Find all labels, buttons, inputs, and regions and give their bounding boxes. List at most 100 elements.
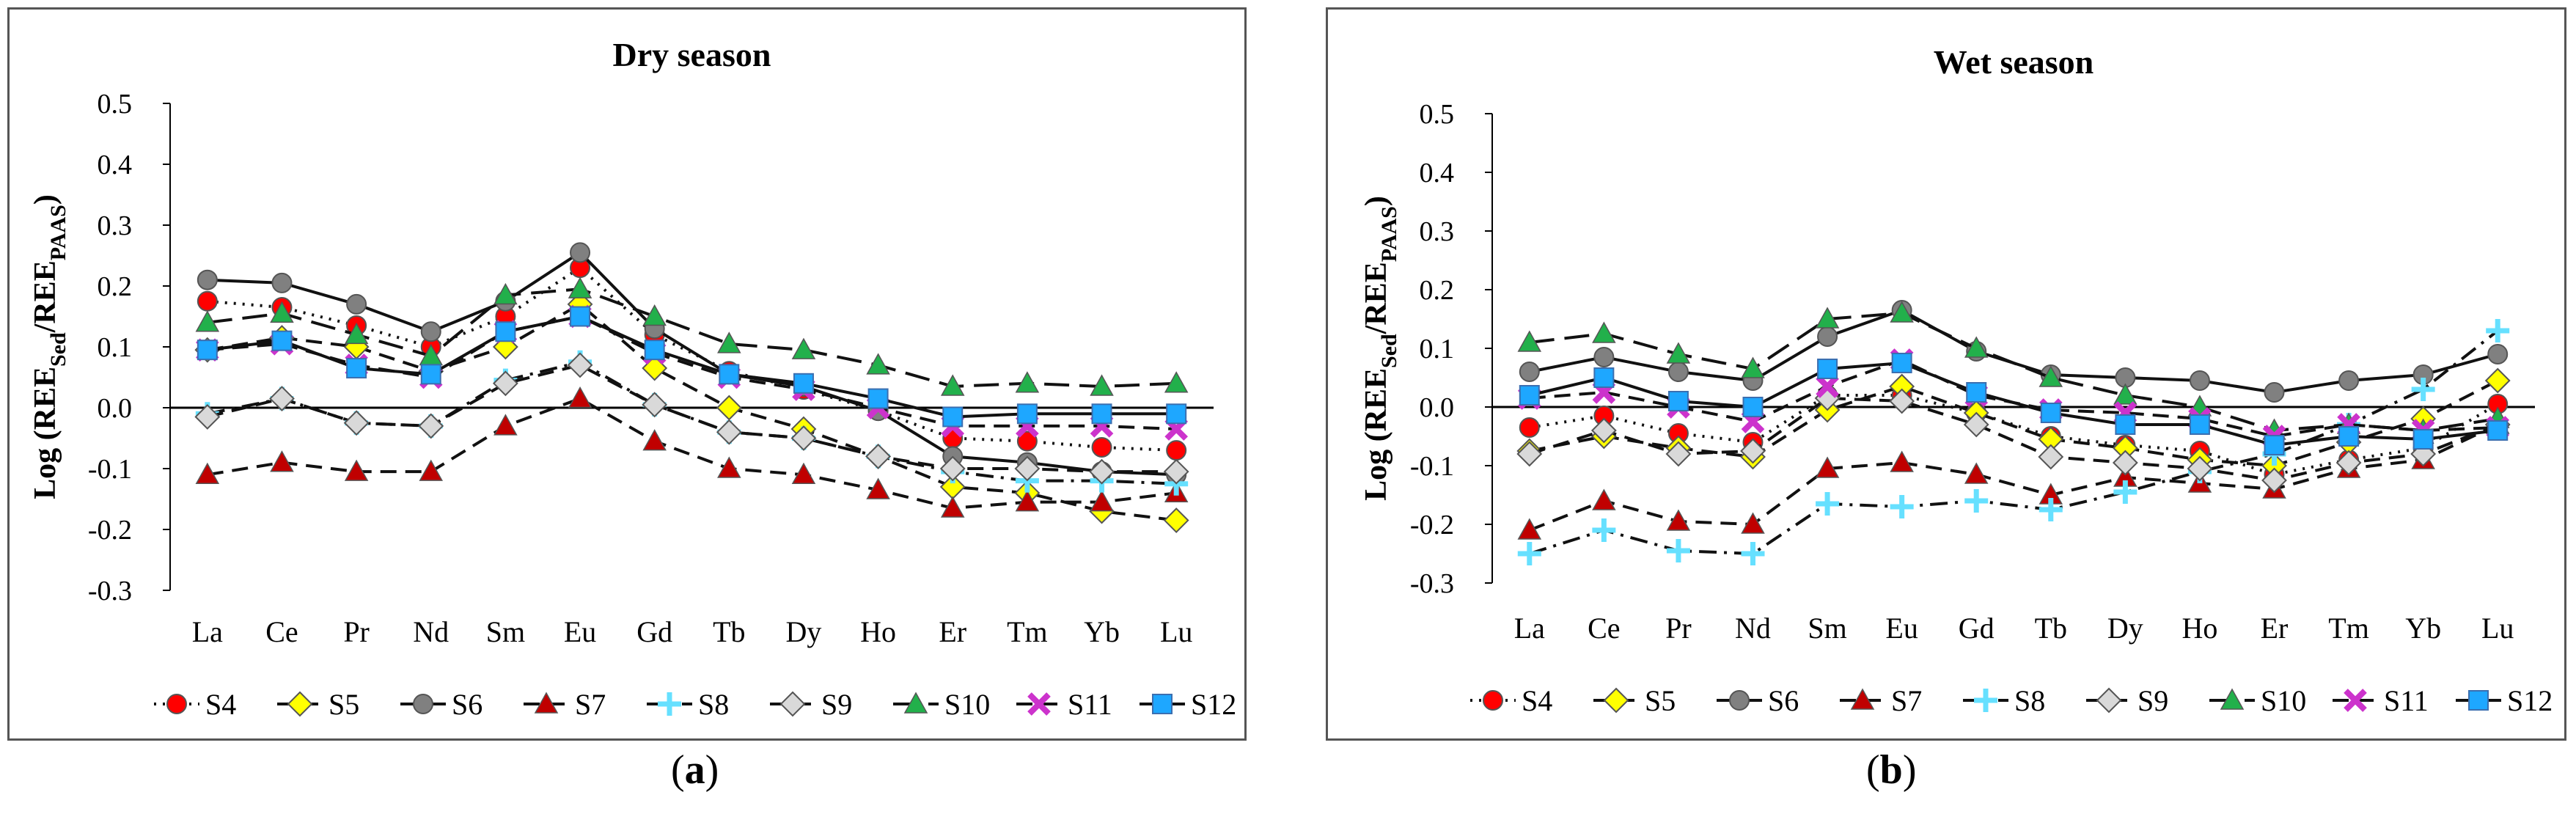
legend-marker bbox=[1027, 692, 1051, 716]
panel-label-b-close: ) bbox=[1902, 747, 1917, 793]
series-s12 bbox=[1519, 353, 2509, 455]
x-category-label: Tb bbox=[713, 615, 745, 648]
data-point-s7 bbox=[1015, 490, 1040, 512]
data-point-s9 bbox=[1889, 388, 1915, 414]
legend-label: S9 bbox=[2138, 684, 2168, 717]
series-line-s5 bbox=[1529, 379, 2499, 468]
y-axis-label-part: Log (REE bbox=[29, 367, 62, 499]
legend-marker bbox=[1729, 690, 1750, 711]
y-axis-label-part: Log (REE bbox=[1359, 368, 1393, 501]
legend-a: S4 S5 S6 S7 S8 S9 S10 S11 S12 bbox=[154, 688, 1236, 721]
series-s5 bbox=[194, 291, 1189, 533]
y-tick-label: 0.2 bbox=[98, 271, 133, 302]
data-point-s12 bbox=[1519, 385, 1540, 406]
data-point-s12 bbox=[271, 330, 293, 351]
series-line-s8 bbox=[207, 360, 1177, 485]
series-s10 bbox=[195, 276, 1189, 396]
series-line-s8 bbox=[1529, 329, 2499, 556]
data-point-s9 bbox=[2261, 467, 2287, 494]
data-point-s6 bbox=[271, 272, 293, 293]
series-line-s7 bbox=[207, 397, 1177, 510]
data-point-s9 bbox=[1516, 441, 1543, 467]
data-point-s5 bbox=[2484, 367, 2511, 394]
legend-label: S5 bbox=[329, 688, 359, 721]
data-point-s12 bbox=[2412, 429, 2434, 450]
data-point-s8 bbox=[2113, 480, 2138, 504]
data-point-s7 bbox=[493, 414, 518, 436]
y-tick-label: 0.4 bbox=[1420, 158, 1455, 188]
x-category-label: Yb bbox=[2405, 612, 2441, 645]
series-line-s11 bbox=[207, 315, 1177, 431]
series-line-s10 bbox=[207, 287, 1177, 388]
data-point-s12 bbox=[793, 373, 814, 394]
legend-item-s6: S6 bbox=[400, 688, 482, 721]
data-point-s9 bbox=[2038, 444, 2064, 470]
data-point-s10 bbox=[866, 353, 890, 375]
data-point-s10 bbox=[195, 310, 220, 332]
data-point-s9 bbox=[1740, 438, 1766, 464]
data-point-s9 bbox=[790, 425, 817, 451]
panel-label-b-letter: b bbox=[1879, 747, 1903, 793]
data-point-s9 bbox=[1590, 417, 1617, 444]
data-point-s9 bbox=[1014, 455, 1041, 482]
x-category-label: Lu bbox=[1160, 615, 1192, 648]
data-point-s6 bbox=[1593, 347, 1615, 367]
series-s4 bbox=[197, 257, 1187, 461]
panel-label-a-close: ) bbox=[705, 747, 719, 793]
data-point-s12 bbox=[2264, 435, 2285, 455]
legend-marker bbox=[287, 691, 313, 717]
data-point-s10 bbox=[1666, 342, 1691, 364]
data-point-s9 bbox=[939, 455, 966, 482]
y-tick-label: 0.0 bbox=[98, 393, 133, 424]
x-category-label: Er bbox=[2261, 612, 2289, 645]
x-category-label: La bbox=[1514, 612, 1545, 645]
data-point-s9 bbox=[2112, 450, 2138, 476]
data-point-s10 bbox=[1517, 330, 1542, 352]
legend-marker bbox=[2344, 689, 2367, 712]
data-point-s12 bbox=[867, 388, 889, 409]
y-axis-label-part: PAAS bbox=[1377, 206, 1401, 262]
panel-label-b-open: ( bbox=[1866, 747, 1880, 793]
series-s7 bbox=[195, 386, 1189, 518]
data-point-s7 bbox=[940, 496, 965, 518]
y-tick-label: -0.2 bbox=[1410, 510, 1454, 540]
data-point-s6 bbox=[420, 321, 441, 342]
x-category-label: Nd bbox=[1735, 612, 1771, 645]
data-point-s10 bbox=[642, 304, 667, 326]
data-point-s7 bbox=[642, 429, 667, 451]
legend-marker bbox=[1152, 694, 1173, 714]
chart-b: Wet season 0.5 0.4 0.3 0.2 0.1 0.0 -0.1 -0.2 -0.3… bbox=[1359, 43, 2553, 717]
legend-marker bbox=[658, 692, 681, 716]
data-point-s6 bbox=[2338, 370, 2360, 391]
legend-marker bbox=[779, 691, 806, 717]
legend-item-s8: S8 bbox=[1963, 684, 2045, 717]
data-point-s8 bbox=[1592, 518, 1616, 542]
data-point-s11 bbox=[1816, 375, 1839, 398]
data-point-s8 bbox=[1890, 495, 1914, 518]
data-point-s10 bbox=[1015, 371, 1040, 393]
legend-label: S7 bbox=[1891, 684, 1922, 717]
data-point-s12 bbox=[2040, 403, 2061, 423]
x-category-label: Nd bbox=[413, 615, 449, 648]
panel-label-a-letter: a bbox=[684, 747, 705, 793]
legend-label: S10 bbox=[944, 688, 990, 721]
data-point-s5 bbox=[716, 395, 742, 421]
legend-marker bbox=[534, 692, 559, 714]
data-point-s7 bbox=[419, 459, 444, 481]
legend-marker bbox=[2220, 688, 2245, 710]
data-point-s4 bbox=[1166, 440, 1187, 461]
data-point-s5 bbox=[1163, 507, 1189, 533]
data-point-s4 bbox=[1016, 430, 1038, 452]
legend-item-s11: S11 bbox=[2333, 684, 2429, 717]
data-point-s7 bbox=[717, 456, 741, 478]
data-point-s9 bbox=[1963, 411, 1989, 438]
data-point-s10 bbox=[940, 374, 965, 396]
y-tick-label: 0.4 bbox=[98, 150, 133, 180]
y-axis-label-b: Log (REESed/REEPAAS) bbox=[1359, 196, 1401, 501]
data-point-s10 bbox=[1164, 371, 1189, 393]
y-axis-label-part: ) bbox=[1359, 196, 1393, 206]
data-point-s10 bbox=[717, 331, 741, 353]
legend-item-s11: S11 bbox=[1016, 688, 1112, 721]
data-point-s9 bbox=[269, 386, 295, 411]
